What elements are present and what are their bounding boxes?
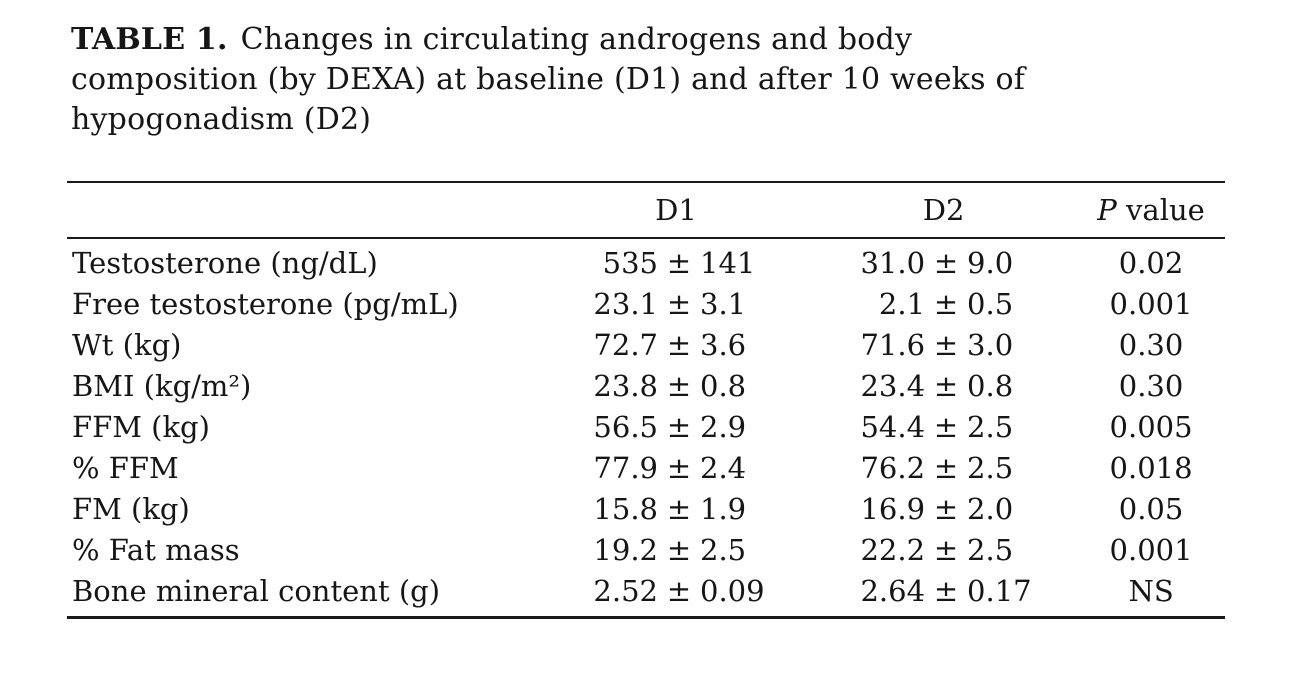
table-row-ffm: FFM (kg) 56.5 ± 2.9 54.4 ± 2.5 0.005: [67, 407, 1225, 448]
d1-sd: 0.8: [700, 369, 747, 403]
d1-mean: 23.1: [593, 287, 658, 321]
plus-minus-symbol: ±: [666, 369, 692, 403]
row-label: Bone mineral content (g): [67, 571, 542, 619]
table-row-pct-fat-mass: % Fat mass 19.2 ± 2.5 22.2 ± 2.5 0.001: [67, 530, 1225, 571]
table-row-weight: Wt (kg) 72.7 ± 3.6 71.6 ± 3.0 0.30: [67, 325, 1225, 366]
d2-sd: 0.5: [967, 287, 1014, 321]
plus-minus-symbol: ±: [933, 533, 959, 567]
table-number-label: TABLE 1.: [71, 22, 228, 57]
plus-minus-symbol: ±: [666, 246, 692, 280]
row-label: BMI (kg/m²): [72, 369, 252, 403]
table-row-pct-ffm: % FFM 77.9 ± 2.4 76.2 ± 2.5 0.018: [67, 448, 1225, 489]
p-value: 0.001: [1109, 287, 1193, 321]
p-value: 0.005: [1109, 410, 1193, 444]
plus-minus-symbol: ±: [933, 451, 959, 485]
plus-minus-symbol: ±: [925, 571, 968, 619]
d2-mean: 2.64: [810, 571, 926, 619]
table-body: Testosterone (ng/dL) 535 ± 141 31.0 ± 9.…: [67, 238, 1226, 619]
d2-mean: 54.4: [860, 410, 926, 444]
d2-sd: 0.8: [967, 369, 1014, 403]
plus-minus-symbol: ±: [666, 287, 692, 321]
table-caption: TABLE 1. Changes in circulating androgens…: [71, 20, 1225, 140]
d1-sd: 2.5: [700, 533, 747, 567]
table-row-free-testosterone: Free testosterone (pg/mL) 23.1 ± 3.1 2.1…: [67, 284, 1225, 325]
plus-minus-symbol: ±: [658, 571, 700, 619]
d1-mean: 56.5: [593, 410, 658, 444]
caption-text-3: hypogonadism (D2): [71, 102, 372, 137]
caption-text-2: composition (by DEXA) at baseline (D1) a…: [71, 62, 1026, 97]
d1-mean: 19.2: [593, 533, 658, 567]
row-label: Free testosterone (pg/mL): [72, 287, 459, 321]
plus-minus-symbol: ±: [666, 533, 692, 567]
caption-line-1: TABLE 1. Changes in circulating androgens…: [71, 20, 1225, 60]
p-value: NS: [1077, 571, 1226, 619]
p-value: 0.018: [1109, 451, 1193, 485]
p-value: 0.001: [1109, 533, 1193, 567]
table-row-bmi: BMI (kg/m²) 23.8 ± 0.8 23.4 ± 0.8 0.30: [67, 366, 1225, 407]
d2-sd: 3.0: [967, 328, 1014, 362]
d2-sd: 2.5: [967, 410, 1014, 444]
plus-minus-symbol: ±: [933, 328, 959, 362]
table-row-testosterone: Testosterone (ng/dL) 535 ± 141 31.0 ± 9.…: [67, 238, 1225, 284]
d1-sd: 3.6: [700, 328, 747, 362]
plus-minus-symbol: ±: [933, 287, 959, 321]
d2-sd: 2.5: [967, 533, 1014, 567]
table-row-fm: FM (kg) 15.8 ± 1.9 16.9 ± 2.0 0.05: [67, 489, 1225, 530]
d2-sd: 0.17: [967, 571, 1078, 619]
plus-minus-symbol: ±: [666, 410, 692, 444]
d2-mean: 71.6: [860, 328, 926, 362]
d2-mean: 31.0: [860, 246, 926, 280]
d2-mean: 23.4: [860, 369, 926, 403]
d1-mean: 23.8: [593, 369, 658, 403]
d2-mean: 2.1: [878, 287, 926, 321]
p-value: 0.30: [1118, 328, 1184, 362]
d1-mean: 72.7: [593, 328, 658, 362]
d1-mean: 77.9: [593, 451, 658, 485]
caption-text-1: Changes in circulating androgens and bod…: [240, 22, 913, 57]
plus-minus-symbol: ±: [666, 492, 692, 526]
table-header: D1 D2 P value: [67, 181, 1226, 239]
d2-sd: 9.0: [967, 246, 1014, 280]
header-empty-cell: [67, 181, 542, 239]
d1-mean: 15.8: [593, 492, 658, 526]
d1-sd: 0.09: [700, 571, 811, 619]
header-col-d2: D2: [810, 181, 1078, 239]
p-value: 0.05: [1118, 492, 1184, 526]
d2-sd: 2.0: [967, 492, 1014, 526]
plus-minus-symbol: ±: [933, 492, 959, 526]
paper-table-figure: TABLE 1. Changes in circulating androgens…: [67, 0, 1226, 619]
p-value-word: value: [1126, 193, 1205, 227]
plus-minus-symbol: ±: [933, 369, 959, 403]
d2-mean: 76.2: [860, 451, 926, 485]
d2-sd: 2.5: [967, 451, 1014, 485]
row-label: FM (kg): [72, 492, 190, 526]
d1-sd: 2.9: [700, 410, 747, 444]
d1-sd: 141: [700, 246, 756, 280]
row-label: FFM (kg): [72, 410, 210, 444]
plus-minus-symbol: ±: [933, 410, 959, 444]
row-label: % FFM: [72, 451, 179, 485]
row-label: Wt (kg): [72, 328, 182, 362]
d1-sd: 3.1: [700, 287, 747, 321]
row-label: Testosterone (ng/dL): [72, 246, 378, 280]
header-col-p-value: P value: [1077, 181, 1226, 239]
plus-minus-symbol: ±: [666, 451, 692, 485]
d1-sd: 2.4: [700, 451, 747, 485]
header-col-d1: D1: [542, 181, 811, 239]
results-table: D1 D2 P value Testosterone (ng/dL) 535 ±…: [67, 181, 1226, 619]
p-value: 0.02: [1118, 246, 1184, 280]
plus-minus-symbol: ±: [933, 246, 959, 280]
d1-mean: 535: [602, 246, 658, 280]
d2-mean: 16.9: [860, 492, 926, 526]
d1-sd: 1.9: [700, 492, 747, 526]
plus-minus-symbol: ±: [666, 328, 692, 362]
row-label: % Fat mass: [72, 533, 240, 567]
table-row-bone-mineral-content: Bone mineral content (g) 2.52 ± 0.09 2.6…: [67, 571, 1226, 619]
p-value: 0.30: [1118, 369, 1184, 403]
d2-mean: 22.2: [860, 533, 926, 567]
p-value-italic-p: P: [1097, 193, 1117, 227]
header-row: D1 D2 P value: [67, 181, 1226, 239]
d1-mean: 2.52: [542, 571, 658, 619]
